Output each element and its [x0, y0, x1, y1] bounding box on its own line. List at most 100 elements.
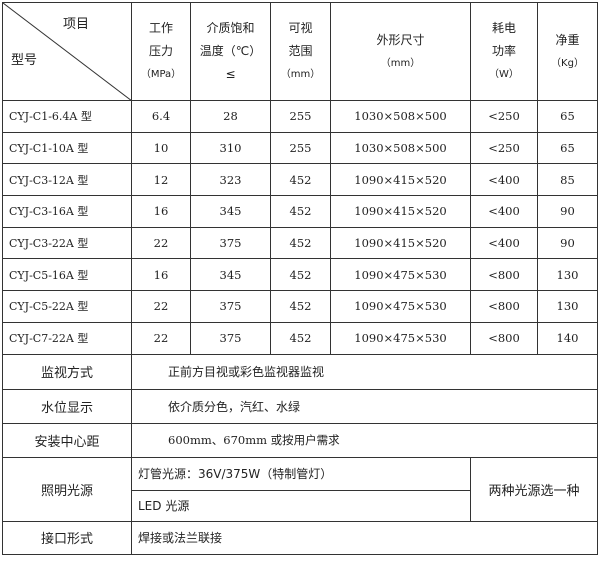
- spec-row-light-2: LED 光源: [3, 489, 598, 522]
- cell-temp: 323: [190, 163, 271, 197]
- cell-model: CYJ-C7-22A 型: [2, 321, 132, 355]
- cell-model: CYJ-C5-16A 型: [2, 258, 132, 292]
- cell-size: 1030×508×500: [330, 131, 471, 165]
- cell-range: 452: [270, 163, 331, 197]
- cell-temp: 310: [190, 131, 271, 165]
- center-value: 600mm、670mm 或按用户需求: [131, 422, 598, 458]
- table-row: CYJ-C1-6.4A 型 6.4 28 255 1030×508×500 <250 65: [2, 100, 598, 133]
- table-row: CYJ-C5-16A 型 16 345 452 1090×475×530 <800 130: [2, 258, 598, 292]
- monitor-label: 监视方式: [2, 353, 132, 390]
- cell-pressure: 22: [131, 321, 191, 355]
- port-label: 接口形式: [2, 520, 132, 555]
- cell-power: <400: [470, 226, 538, 260]
- cell-model: CYJ-C3-22A 型: [2, 226, 132, 260]
- monitor-value: 正前方目视或彩色监视器监视: [131, 353, 598, 390]
- cell-pressure: 6.4: [131, 100, 191, 133]
- h-l3: （W）: [489, 69, 519, 80]
- cell-weight: 130: [537, 290, 598, 323]
- level-label: 水位显示: [2, 388, 132, 424]
- table-row: CYJ-C7-22A 型 22 375 452 1090×475×530 <800 140: [2, 321, 598, 355]
- cell-pressure: 16: [131, 195, 191, 228]
- cell-range: 452: [270, 321, 331, 355]
- table-row: CYJ-C3-22A 型 22 375 452 1090×415×520 <400 90: [2, 226, 598, 260]
- cell-range: 452: [270, 258, 331, 292]
- cell-weight: 90: [537, 226, 598, 260]
- header-row: 项目 型号 工作 压力 （MPa） 介质饱和 温度（℃） ≤ 可视 范围 （mm） 外形尺寸…: [2, 2, 598, 101]
- cell-model: CYJ-C5-22A 型: [2, 290, 132, 323]
- spec-table: 项目 型号 工作 压力 （MPa） 介质饱和 温度（℃） ≤ 可视 范围 （mm） 外形尺寸…: [2, 2, 598, 555]
- h-l1: 外形尺寸: [376, 32, 425, 47]
- h-l2: （Kg）: [551, 57, 584, 69]
- cell-weight: 85: [537, 163, 598, 197]
- h-l1: 介质饱和: [206, 21, 255, 35]
- cell-pressure: 22: [131, 226, 191, 260]
- cell-weight: 130: [537, 258, 598, 292]
- light-option-tube: 灯管光源：36V/375W（特制管灯）: [131, 456, 471, 491]
- h-l2: 范围: [288, 44, 313, 58]
- cell-power: <250: [470, 100, 538, 133]
- header-power: 耗电功率 （W）: [470, 2, 538, 101]
- table-row: CYJ-C3-16A 型 16 345 452 1090×415×520 <400 90: [2, 195, 598, 228]
- cell-size: 1090×475×530: [330, 290, 471, 323]
- header-temp: 介质饱和温度（℃） ≤: [190, 2, 271, 101]
- cell-size: 1090×475×530: [330, 258, 471, 292]
- table-row: CYJ-C1-10A 型 10 310 255 1030×508×500 <250 65: [2, 131, 598, 165]
- h-l3: ≤: [225, 67, 236, 81]
- h-l2: （mm）: [380, 57, 421, 69]
- cell-power: <400: [470, 195, 538, 228]
- cell-size: 1090×415×520: [330, 226, 471, 260]
- cell-temp: 345: [190, 195, 271, 228]
- h-l1: 可视: [288, 21, 313, 35]
- light-note: 两种光源选一种: [470, 456, 598, 522]
- center-label: 安装中心距: [2, 422, 132, 458]
- spec-row-port: 接口形式 焊接或法兰联接: [2, 520, 598, 555]
- h-l3: （MPa）: [140, 69, 182, 80]
- cell-range: 255: [270, 100, 331, 133]
- h-l1: 工作: [148, 21, 173, 35]
- corner-bottom-label: 型号: [11, 53, 38, 68]
- diagonal-line: [3, 3, 132, 101]
- cell-range: 452: [270, 290, 331, 323]
- h-l1: 耗电: [491, 21, 516, 35]
- header-pressure: 工作压力 （MPa）: [131, 2, 191, 101]
- cell-model: CYJ-C1-6.4A 型: [2, 100, 132, 133]
- cell-range: 452: [270, 226, 331, 260]
- cell-temp: 375: [190, 290, 271, 323]
- cell-size: 1090×475×530: [330, 321, 471, 355]
- cell-power: <800: [470, 258, 538, 292]
- cell-range: 255: [270, 131, 331, 165]
- cell-model: CYJ-C1-10A 型: [2, 131, 132, 165]
- header-weight: 净重 （Kg）: [537, 2, 598, 101]
- cell-temp: 28: [190, 100, 271, 133]
- level-value: 依介质分色，汽红、水绿: [131, 388, 598, 424]
- h-l2: 压力: [148, 44, 173, 58]
- light-option-led: LED 光源: [131, 489, 471, 522]
- cell-size: 1090×415×520: [330, 163, 471, 197]
- header-range: 可视范围 （mm）: [270, 2, 331, 101]
- cell-power: <800: [470, 290, 538, 323]
- cell-pressure: 10: [131, 131, 191, 165]
- cell-size: 1090×415×520: [330, 195, 471, 228]
- h-l3: （mm）: [280, 69, 321, 80]
- table-row: CYJ-C5-22A 型 22 375 452 1090×475×530 <800 130: [2, 290, 598, 323]
- h-l2: 功率: [491, 44, 516, 58]
- cell-power: <400: [470, 163, 538, 197]
- cell-power: <250: [470, 131, 538, 165]
- cell-weight: 65: [537, 100, 598, 133]
- cell-weight: 140: [537, 321, 598, 355]
- cell-weight: 90: [537, 195, 598, 228]
- cell-temp: 375: [190, 321, 271, 355]
- spec-row-light-1: 照明光源 灯管光源：36V/375W（特制管灯） 两种光源选一种: [2, 456, 598, 522]
- table-row: CYJ-C3-12A 型 12 323 452 1090×415×520 <400 85: [2, 163, 598, 197]
- cell-size: 1030×508×500: [330, 100, 471, 133]
- cell-model: CYJ-C3-12A 型: [2, 163, 132, 197]
- cell-pressure: 22: [131, 290, 191, 323]
- spec-row-center: 安装中心距 600mm、670mm 或按用户需求: [2, 422, 598, 458]
- cell-model: CYJ-C3-16A 型: [2, 195, 132, 228]
- cell-range: 452: [270, 195, 331, 228]
- h-l2: 温度（℃）: [199, 44, 262, 58]
- cell-pressure: 12: [131, 163, 191, 197]
- spec-row-level: 水位显示 依介质分色，汽红、水绿: [2, 388, 598, 424]
- cell-power: <800: [470, 321, 538, 355]
- light-label: 照明光源: [2, 456, 132, 522]
